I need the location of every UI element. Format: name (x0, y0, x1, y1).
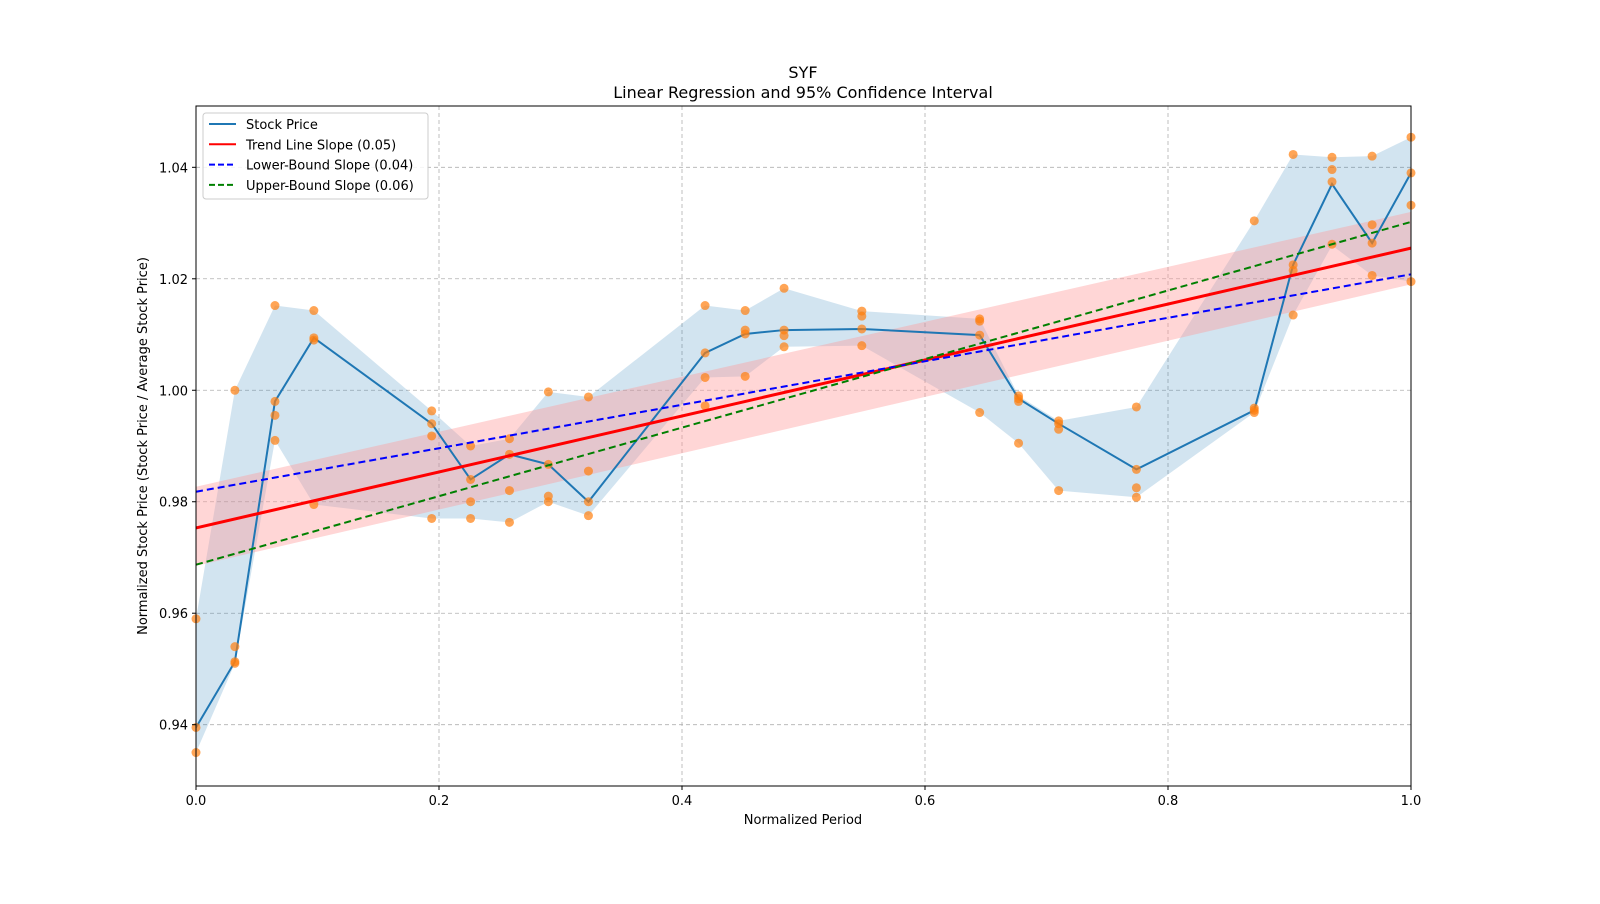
x-tick-label: 0.6 (915, 794, 936, 809)
scatter-point (740, 329, 750, 339)
lower-bound-line (195, 273, 1412, 493)
scatter-point (1367, 220, 1377, 230)
scatter-point (504, 486, 514, 496)
scatter-point (700, 372, 710, 382)
legend-label: Upper-Bound Slope (0.06) (246, 179, 414, 194)
legend-label: Lower-Bound Slope (0.04) (246, 159, 413, 174)
scatter-point (466, 474, 476, 484)
y-axis-label: Normalized Stock Price (Stock Price / Av… (136, 257, 151, 635)
scatter-point (270, 396, 280, 406)
scatter-point (309, 335, 319, 345)
scatter-point (740, 371, 750, 381)
x-ticks: 0.0 0.2 0.4 0.6 0.8 1.0 (186, 786, 1422, 809)
scatter-point (975, 408, 985, 418)
x-tick-label: 0.8 (1158, 794, 1179, 809)
legend-label: Stock Price (246, 118, 318, 133)
scatter-point (427, 431, 437, 441)
scatter-point (504, 517, 514, 527)
scatter-point (779, 342, 789, 352)
x-tick-label: 0.2 (429, 794, 450, 809)
chart-subtitle: Linear Regression and 95% Confidence Int… (613, 83, 993, 102)
scatter-point (700, 301, 710, 311)
legend-box (202, 112, 429, 200)
plot-area (191, 132, 1416, 758)
scatter-point (975, 316, 985, 326)
scatter-point (230, 658, 240, 668)
upper-bound-line (195, 220, 1412, 566)
scatter-point (700, 348, 710, 358)
scatter-point (583, 392, 593, 402)
scatter-point (857, 341, 867, 351)
scatter-point (1327, 152, 1337, 162)
scatter-point (1367, 151, 1377, 161)
scatter-point (270, 410, 280, 420)
scatter-point (1249, 216, 1259, 226)
scatter-point (466, 497, 476, 507)
scatter-point (230, 385, 240, 395)
trend-line (195, 246, 1412, 530)
legend: Stock Price Trend Line Slope (0.05) Lower-… (202, 112, 429, 200)
scatter-point (1014, 438, 1024, 448)
scatter-point (270, 435, 280, 445)
scatter-point (1131, 402, 1141, 412)
scatter-point (504, 434, 514, 444)
scatter-point (583, 466, 593, 476)
scatter-point (1288, 265, 1298, 275)
x-axis-label: Normalized Period (744, 813, 862, 828)
scatter-point (975, 330, 985, 340)
scatter-point (427, 419, 437, 429)
y-tick-label: 0.94 (159, 719, 188, 734)
scatter-point (1054, 424, 1064, 434)
scatter-point (230, 642, 240, 652)
scatter-point (1327, 177, 1337, 187)
y-tick-label: 1.00 (159, 384, 188, 399)
axes-frame (195, 105, 1412, 787)
scatter-point (1367, 270, 1377, 280)
scatter-point (857, 324, 867, 334)
scatter-point (427, 406, 437, 416)
scatter-point (857, 311, 867, 321)
scatter-point (700, 401, 710, 411)
scatter-point (779, 331, 789, 341)
stock-price-band (196, 137, 1411, 753)
scatter-point (1054, 486, 1064, 496)
scatter-point (427, 513, 437, 523)
legend-label: Trend Line Slope (0.05) (245, 138, 396, 153)
scatter-point (1131, 464, 1141, 474)
y-tick-label: 0.96 (159, 607, 188, 622)
scatter-point (1131, 483, 1141, 493)
scatter-point (1367, 238, 1377, 248)
scatter-point (583, 497, 593, 507)
y-tick-label: 1.02 (159, 273, 188, 288)
scatter-point (1288, 149, 1298, 159)
scatter-point (1249, 408, 1259, 418)
scatter-point (466, 513, 476, 523)
x-tick-label: 0.4 (672, 794, 693, 809)
scatter-point (583, 511, 593, 521)
y-tick-label: 0.98 (159, 496, 188, 511)
scatter-point (1288, 310, 1298, 320)
scatter-point (543, 497, 553, 507)
y-tick-label: 1.04 (159, 161, 188, 176)
scatter-point (1131, 492, 1141, 502)
scatter-point (1014, 396, 1024, 406)
chart-title: SYF (788, 63, 817, 82)
scatter-point (270, 301, 280, 311)
scatter-point (543, 387, 553, 397)
x-tick-label: 1.0 (1401, 794, 1422, 809)
stock-price-line (195, 172, 1412, 728)
scatter-point (309, 306, 319, 316)
y-ticks: 0.94 0.96 0.98 1.00 1.02 1.04 (159, 161, 196, 734)
scatter-point (1327, 165, 1337, 175)
scatter-point (740, 306, 750, 316)
scatter-point (779, 283, 789, 293)
x-tick-label: 0.0 (186, 794, 207, 809)
